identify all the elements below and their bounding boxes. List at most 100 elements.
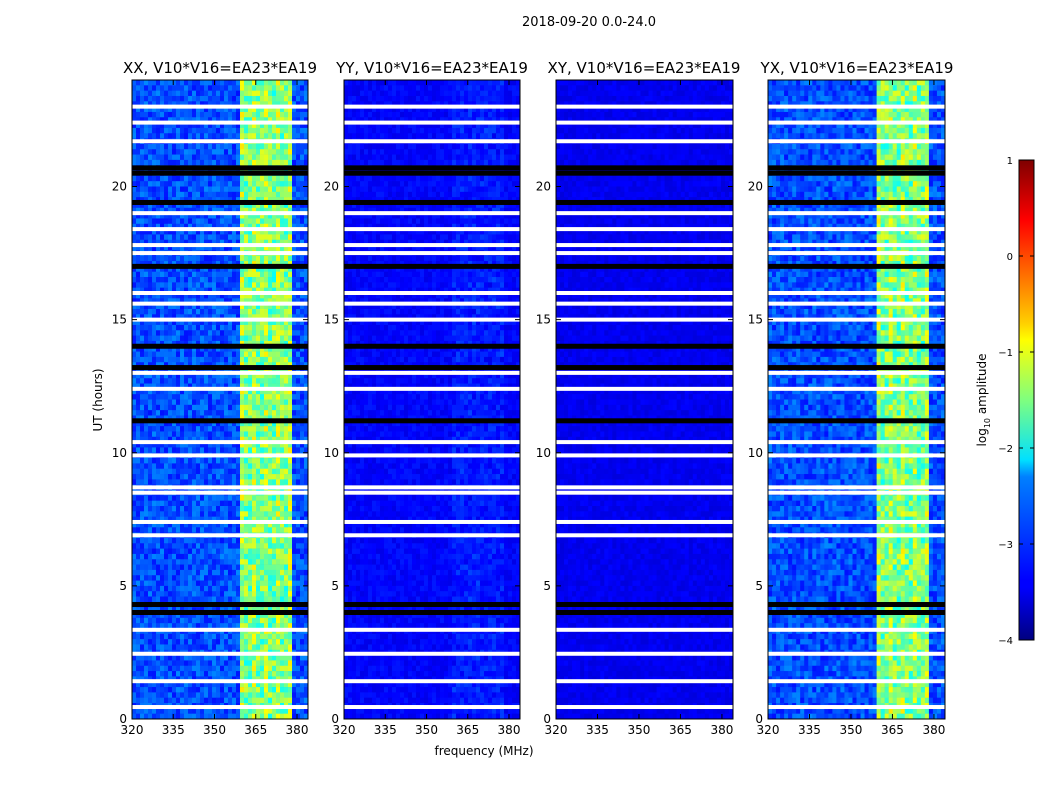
heatmap-cell [288,160,292,166]
heatmap-cell [252,218,256,224]
heatmap-cell [292,309,296,315]
heatmap-cell [272,91,276,97]
heatmap-cell [172,187,176,193]
heatmap-cell [220,91,224,97]
heatmap-cell [152,218,156,224]
heatmap-cell [232,155,236,161]
heatmap-cell [132,133,136,139]
heatmap-cell [256,80,260,86]
heatmap-cell [140,144,144,150]
heatmap-cell [236,155,240,161]
heatmap-cell [196,336,200,342]
heatmap-cell [220,325,224,331]
heatmap-cell [180,112,184,118]
heatmap-cell [172,256,176,262]
heatmap-cell [180,133,184,139]
heatmap-cell [292,325,296,331]
heatmap-cell [140,282,144,288]
heatmap-cell [136,144,140,150]
heatmap-cell [176,112,180,118]
heatmap-cell [168,218,172,224]
heatmap-cell [244,192,248,198]
heatmap-cell [144,282,148,288]
heatmap-cell [172,282,176,288]
heatmap-cell [252,282,256,288]
heatmap-cell [232,187,236,193]
heatmap-cell [232,91,236,97]
heatmap-cell [176,192,180,198]
heatmap-cell [192,330,196,336]
heatmap-cell [244,277,248,283]
heatmap-cell [192,325,196,331]
heatmap-cell [192,160,196,166]
heatmap-cell [264,128,268,134]
heatmap-cell [144,181,148,187]
heatmap-cell [140,309,144,315]
heatmap-cell [244,218,248,224]
heatmap-cell [276,325,280,331]
heatmap-cell [284,144,288,150]
heatmap-cell [288,144,292,150]
heatmap-cell [268,144,272,150]
heatmap-cell [288,256,292,262]
heatmap-cell [232,352,236,358]
heatmap-cell [164,133,168,139]
heatmap-cell [276,192,280,198]
heatmap-cell [252,357,256,363]
heatmap-cell [156,234,160,240]
heatmap-cell [148,234,152,240]
heatmap-cell [192,256,196,262]
heatmap-cell [176,160,180,166]
heatmap-cell [132,96,136,102]
heatmap-cell [268,330,272,336]
heatmap-cell [168,192,172,198]
heatmap-cell [224,192,228,198]
heatmap-cell [168,176,172,182]
heatmap-cell [256,192,260,198]
heatmap-cell [208,128,212,134]
heatmap-cell [280,128,284,134]
heatmap-cell [132,155,136,161]
heatmap-cell [260,85,264,91]
heatmap-cell [208,133,212,139]
heatmap-cell [212,330,216,336]
heatmap-cell [292,330,296,336]
heatmap-cell [276,80,280,86]
heatmap-cell [144,234,148,240]
heatmap-cell [132,181,136,187]
heatmap-cell [184,277,188,283]
heatmap-cell [184,85,188,91]
heatmap-cell [232,256,236,262]
heatmap-cell [168,91,172,97]
heatmap-cell [216,187,220,193]
heatmap-cell [224,282,228,288]
heatmap-cell [280,277,284,283]
heatmap-cell [264,330,268,336]
heatmap-cell [164,352,168,358]
heatmap-cell [224,85,228,91]
heatmap-cell [292,181,296,187]
heatmap-cell [288,352,292,358]
heatmap-cell [296,256,300,262]
heatmap-cell [228,325,232,331]
panel-title: XX, V10*V16=EA23*EA19 [123,59,317,77]
heatmap-cell [204,277,208,283]
heatmap-cell [284,234,288,240]
heatmap-cell [152,256,156,262]
heatmap-cell [236,176,240,182]
heatmap-cell [144,91,148,97]
heatmap-cell [256,218,260,224]
heatmap-cell [200,309,204,315]
heatmap-cell [252,133,256,139]
heatmap-cell [292,176,296,182]
heatmap-cell [136,96,140,102]
heatmap-cell [260,256,264,262]
heatmap-cell [244,176,248,182]
heatmap-cell [196,325,200,331]
heatmap-cell [296,192,300,198]
heatmap-cell [296,91,300,97]
heatmap-cell [276,112,280,118]
heatmap-cell [272,272,276,278]
heatmap-cell [184,181,188,187]
heatmap-cell [160,85,164,91]
